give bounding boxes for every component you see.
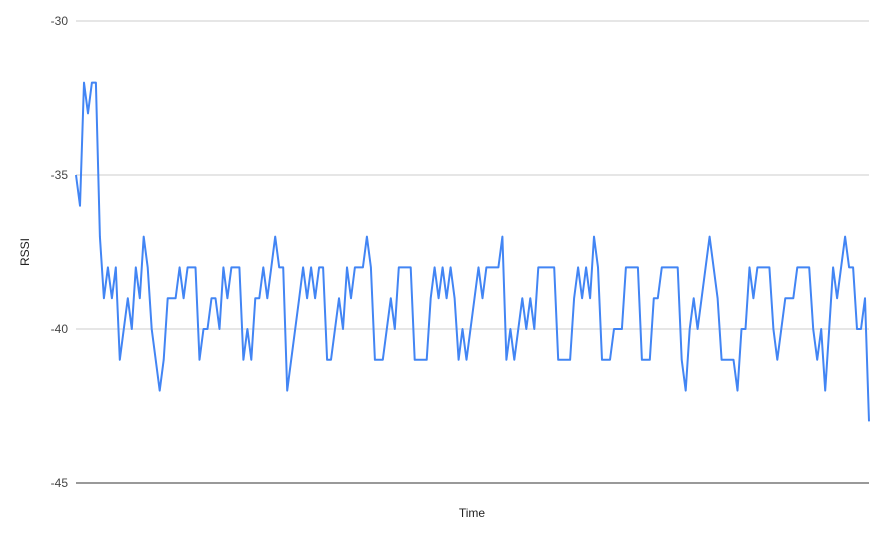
y-tick-label: -35 [51, 168, 69, 182]
y-tick-label: -45 [51, 476, 69, 490]
y-tick-label: -30 [51, 14, 69, 28]
y-tick-label: -40 [51, 322, 69, 336]
y-axis-label: RSSI [18, 238, 32, 266]
series-line [75, 81, 870, 422]
x-axis-label: Time [459, 506, 486, 520]
